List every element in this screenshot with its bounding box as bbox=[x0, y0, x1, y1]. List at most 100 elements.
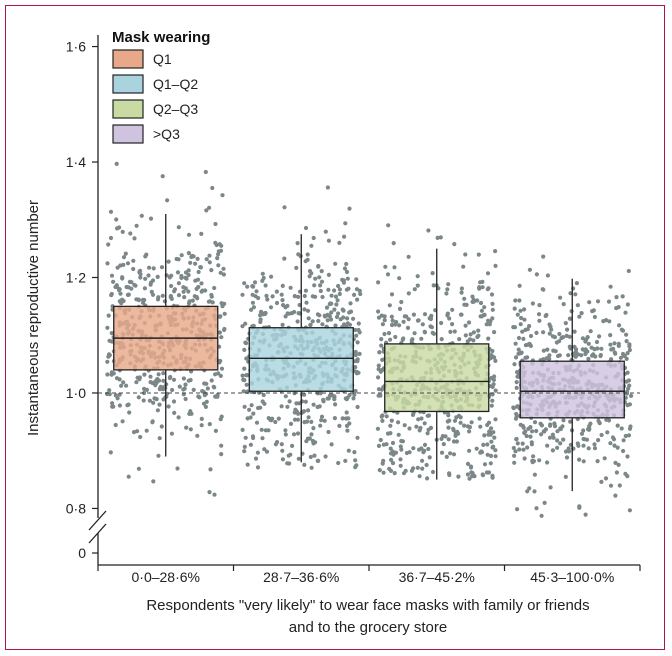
data-point bbox=[106, 313, 111, 318]
data-point bbox=[251, 411, 256, 416]
data-point bbox=[617, 323, 622, 328]
data-point bbox=[354, 369, 359, 374]
data-point bbox=[393, 322, 398, 327]
data-point bbox=[581, 428, 586, 433]
data-point bbox=[410, 412, 416, 417]
data-point bbox=[599, 479, 604, 484]
data-point bbox=[516, 335, 522, 341]
data-point bbox=[447, 316, 452, 321]
data-point bbox=[536, 312, 542, 317]
data-point bbox=[255, 465, 261, 470]
data-point bbox=[310, 319, 315, 324]
data-point bbox=[111, 279, 116, 284]
data-point bbox=[334, 302, 339, 307]
data-point bbox=[541, 330, 546, 335]
data-point bbox=[623, 433, 628, 439]
data-point bbox=[472, 474, 477, 479]
data-point bbox=[559, 335, 564, 341]
data-point bbox=[318, 283, 323, 288]
data-point bbox=[382, 318, 387, 323]
data-point bbox=[406, 291, 411, 296]
data-point bbox=[456, 474, 461, 479]
data-point bbox=[135, 375, 140, 380]
data-point bbox=[489, 426, 494, 431]
data-point bbox=[448, 451, 453, 456]
data-point bbox=[482, 433, 487, 438]
data-point bbox=[283, 432, 288, 437]
data-point bbox=[215, 256, 220, 261]
data-point bbox=[138, 268, 143, 273]
data-point bbox=[458, 312, 464, 317]
data-point bbox=[276, 416, 281, 421]
data-point bbox=[251, 323, 256, 328]
data-point bbox=[212, 385, 217, 390]
data-point bbox=[393, 334, 398, 340]
data-point bbox=[105, 325, 110, 330]
data-point bbox=[545, 347, 550, 352]
data-point bbox=[492, 435, 497, 440]
data-point bbox=[608, 284, 613, 289]
data-point bbox=[428, 316, 433, 322]
data-point bbox=[353, 388, 358, 394]
legend: Mask wearing Q1 Q1–Q2 Q2–Q3 >Q3 bbox=[112, 29, 210, 144]
data-point bbox=[420, 322, 425, 327]
data-point bbox=[319, 269, 324, 274]
data-point bbox=[131, 258, 136, 263]
data-point bbox=[487, 429, 492, 434]
data-point bbox=[555, 438, 560, 443]
data-point bbox=[467, 337, 473, 342]
data-point bbox=[459, 290, 464, 295]
data-point bbox=[195, 296, 200, 301]
data-point bbox=[522, 317, 527, 322]
data-point bbox=[557, 331, 562, 337]
data-point bbox=[465, 472, 470, 477]
data-point bbox=[105, 359, 110, 364]
data-point bbox=[107, 388, 112, 393]
data-point bbox=[614, 470, 620, 475]
data-point bbox=[529, 440, 534, 445]
data-point bbox=[530, 429, 535, 434]
data-point bbox=[309, 465, 314, 470]
data-point bbox=[319, 279, 325, 284]
data-point bbox=[402, 314, 407, 319]
data-point bbox=[279, 404, 284, 409]
data-point bbox=[198, 265, 203, 270]
data-point bbox=[596, 438, 601, 443]
data-point bbox=[138, 275, 143, 280]
data-point bbox=[342, 234, 347, 239]
data-point bbox=[200, 389, 205, 394]
data-point bbox=[620, 294, 625, 299]
data-point bbox=[416, 417, 421, 422]
data-point bbox=[335, 298, 340, 303]
data-point bbox=[376, 363, 381, 368]
data-point bbox=[199, 289, 204, 294]
data-point bbox=[515, 312, 520, 317]
data-point bbox=[326, 396, 331, 401]
data-point bbox=[545, 460, 550, 465]
data-point bbox=[480, 473, 486, 478]
data-point bbox=[586, 341, 591, 346]
data-point bbox=[481, 442, 486, 447]
data-point bbox=[242, 347, 247, 352]
data-point bbox=[169, 431, 174, 436]
data-point bbox=[399, 447, 404, 452]
data-point bbox=[177, 384, 182, 389]
data-point bbox=[148, 374, 153, 379]
data-point bbox=[280, 322, 285, 327]
data-point bbox=[169, 296, 174, 301]
data-point bbox=[612, 341, 617, 346]
data-point bbox=[285, 303, 290, 308]
data-point bbox=[487, 322, 492, 327]
data-point bbox=[303, 288, 308, 293]
data-point bbox=[457, 337, 462, 342]
data-point bbox=[302, 392, 307, 397]
data-point bbox=[420, 458, 425, 463]
data-point bbox=[242, 366, 247, 371]
data-point bbox=[550, 432, 556, 437]
data-point bbox=[485, 287, 490, 292]
data-point bbox=[583, 512, 588, 517]
data-point bbox=[490, 398, 495, 403]
data-point bbox=[553, 349, 558, 354]
data-point bbox=[617, 483, 622, 488]
data-point bbox=[456, 431, 461, 436]
